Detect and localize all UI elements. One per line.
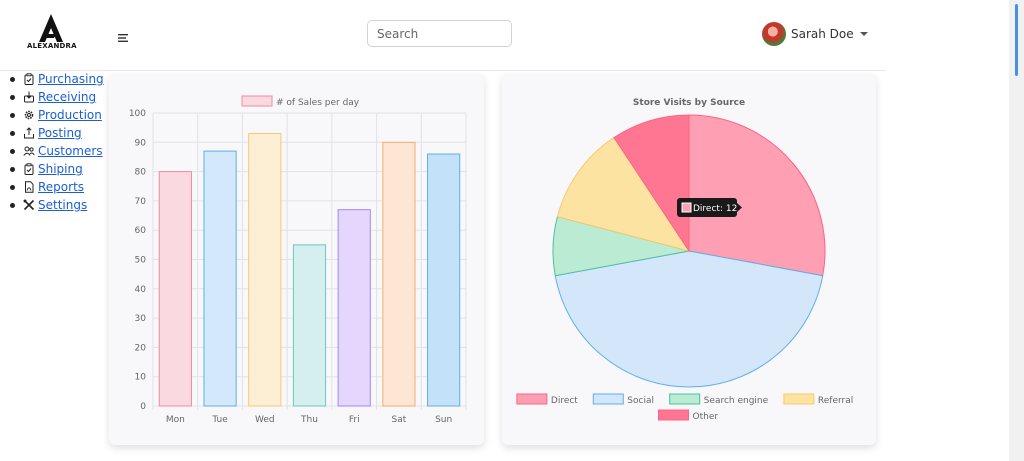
- bar-tue[interactable]: [203, 150, 237, 407]
- pie-slice-direct[interactable]: [688, 114, 826, 277]
- legend-label[interactable]: Other: [693, 412, 719, 422]
- gear-icon: [24, 110, 34, 120]
- hamburger-menu-icon[interactable]: [118, 28, 130, 42]
- sidebar-link[interactable]: Posting: [38, 126, 82, 140]
- y-tick-label: 90: [135, 138, 147, 148]
- chart-title: Store Visits by Source: [633, 98, 745, 108]
- legend-label[interactable]: Referral: [818, 396, 853, 406]
- x-tick-label: Sun: [435, 415, 452, 425]
- y-tick-label: 100: [129, 109, 146, 119]
- brand-logo-text: ALEXANDRA: [27, 42, 77, 50]
- bullet-icon: [10, 184, 15, 190]
- bullet-icon: [10, 94, 15, 100]
- sidebar-item-production: Production: [10, 106, 104, 124]
- sidebar-item-shiping: Shiping: [10, 160, 104, 178]
- chevron-down-icon: [859, 32, 868, 36]
- sidebar-link[interactable]: Customers: [38, 144, 103, 158]
- user-name: Sarah Doe: [791, 27, 854, 41]
- sidebar-link[interactable]: Production: [38, 108, 102, 122]
- inbox-download-icon: [24, 91, 34, 103]
- visits-chart-card: Store Visits by Source Direct: 12 Direct So…: [502, 74, 876, 445]
- bullet-icon: [10, 202, 15, 208]
- tools-icon: [23, 199, 35, 211]
- y-tick-label: 40: [135, 285, 147, 295]
- x-tick-label: Wed: [255, 415, 275, 425]
- legend-swatch[interactable]: [783, 393, 815, 405]
- sidebar-item-settings: Settings: [10, 196, 104, 214]
- people-icon: [23, 146, 35, 156]
- page-scrollbar[interactable]: [1009, 0, 1024, 461]
- y-tick-label: 60: [135, 226, 147, 236]
- sidebar-item-customers: Customers: [10, 142, 104, 160]
- sidebar-item-posting: Posting: [10, 124, 104, 142]
- legend-swatch[interactable]: [669, 393, 701, 405]
- y-tick-label: 0: [140, 402, 146, 412]
- y-tick-label: 70: [135, 197, 147, 207]
- y-tick-label: 10: [135, 373, 147, 383]
- x-tick-label: Thu: [300, 415, 318, 425]
- pie-slice-referral[interactable]: [556, 136, 691, 252]
- clipboard-check-icon: [24, 73, 34, 85]
- bar-mon[interactable]: [158, 171, 192, 407]
- sidebar-link[interactable]: Shiping: [38, 162, 83, 176]
- bullet-icon: [10, 130, 15, 136]
- bullet-icon: [10, 148, 15, 154]
- legend-label[interactable]: Social: [627, 396, 654, 406]
- chart-tooltip: Direct: 12: [677, 198, 742, 217]
- sidebar-item-receiving: Receiving: [10, 88, 104, 106]
- bullet-icon: [10, 76, 15, 82]
- sales-chart-card: # of Sales per day 0 10 20 30 40 50 60 70 80 90 100…: [109, 74, 484, 445]
- bullet-icon: [10, 112, 15, 118]
- sidebar-nav: Purchasing Receiving Production Posting …: [10, 70, 104, 214]
- upload-icon: [24, 127, 34, 139]
- pie-slice-social[interactable]: [554, 250, 824, 388]
- tooltip-box: [677, 198, 737, 217]
- tooltip-label: Direct: [693, 204, 720, 214]
- search-input[interactable]: [367, 20, 512, 47]
- x-tick-label: Sat: [392, 415, 407, 425]
- tooltip-separator: :: [720, 204, 726, 214]
- legend-swatch[interactable]: [592, 393, 624, 405]
- legend-label[interactable]: Search engine: [704, 396, 769, 406]
- brand-logo[interactable]: [30, 14, 72, 54]
- pdf-file-icon: [25, 181, 34, 193]
- tooltip-value: 12: [726, 204, 737, 214]
- tooltip-pointer: [737, 203, 742, 212]
- y-tick-label: 80: [135, 168, 147, 178]
- x-tick-label: Tue: [211, 415, 228, 425]
- legend-swatch[interactable]: [241, 95, 273, 107]
- pie-slice-other[interactable]: [613, 114, 690, 253]
- legend-swatch[interactable]: [658, 409, 689, 421]
- sidebar-link[interactable]: Receiving: [38, 90, 97, 104]
- tooltip-text: Direct: 12: [693, 204, 737, 214]
- bullet-icon: [10, 166, 15, 172]
- sidebar-link[interactable]: Reports: [38, 180, 85, 194]
- bar-sat[interactable]: [382, 141, 416, 407]
- bar-sun[interactable]: [427, 153, 461, 407]
- top-bar: ALEXANDRA Sarah Doe: [0, 0, 886, 71]
- tooltip-swatch: [681, 202, 692, 213]
- user-menu[interactable]: Sarah Doe: [762, 22, 868, 46]
- sidebar-item-reports: Reports: [10, 178, 104, 196]
- y-tick-label: 20: [135, 343, 147, 353]
- bar-fri[interactable]: [337, 209, 371, 407]
- brand-logo-icon: [39, 14, 63, 42]
- sidebar-link[interactable]: Settings: [38, 198, 88, 212]
- avatar: [762, 22, 786, 46]
- legend-label[interactable]: Direct: [551, 396, 578, 406]
- sales-bar-chart[interactable]: # of Sales per day 0 10 20 30 40 50 60 70 80 90 100…: [109, 74, 484, 445]
- sidebar-link[interactable]: Purchasing: [38, 72, 104, 86]
- bar-thu[interactable]: [292, 244, 327, 407]
- y-tick-label: 50: [135, 256, 147, 266]
- legend-swatch[interactable]: [516, 393, 548, 405]
- clipboard-check-icon: [24, 163, 34, 175]
- scrollbar-thumb[interactable]: [1015, 4, 1018, 76]
- y-tick-label: 30: [135, 314, 147, 324]
- x-tick-label: Fri: [349, 415, 360, 425]
- bar-wed[interactable]: [248, 133, 282, 407]
- legend-label[interactable]: # of Sales per day: [276, 98, 360, 108]
- sidebar-item-purchasing: Purchasing: [10, 70, 104, 88]
- x-tick-label: Mon: [166, 415, 185, 425]
